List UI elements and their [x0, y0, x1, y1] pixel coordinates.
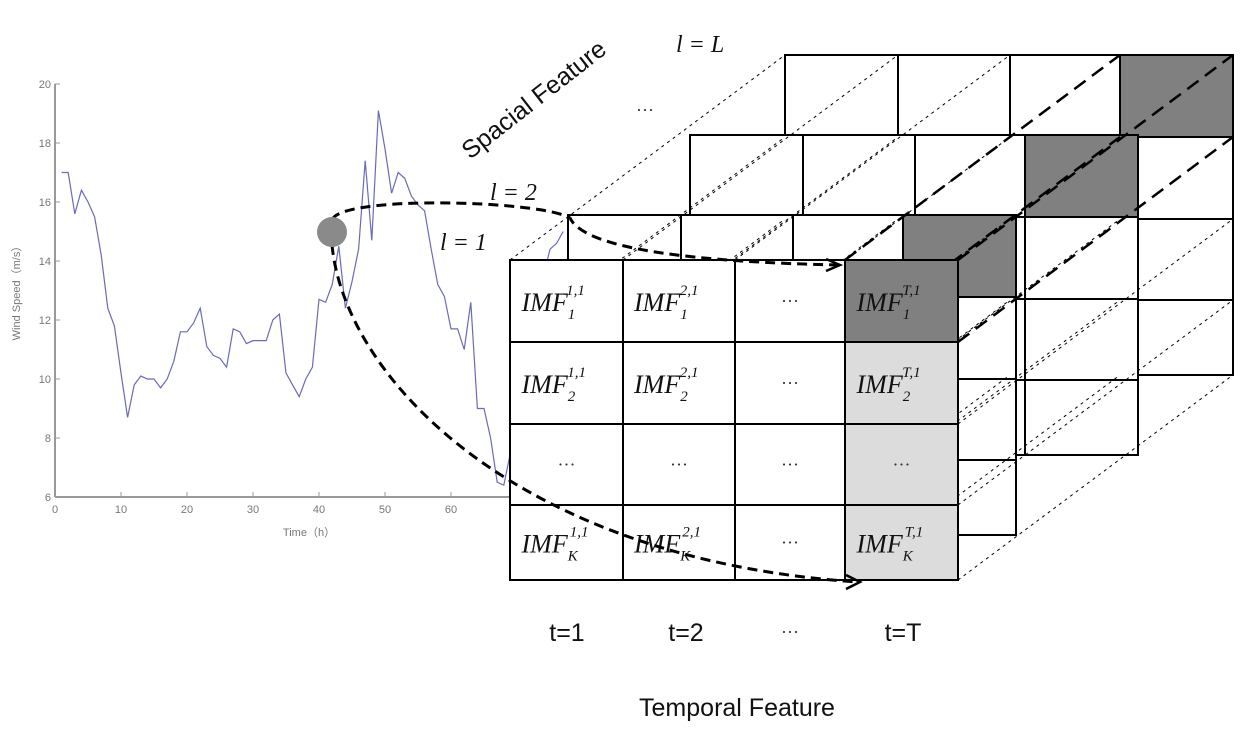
- cell-ellipsis: ···: [781, 291, 799, 311]
- imf-cell-label: IMFK2,1: [633, 525, 701, 565]
- grid-cell: [844, 341, 959, 425]
- x-tick-label: 60: [445, 504, 457, 516]
- grid-cell: [734, 341, 846, 425]
- arrow-to-top-cell: [330, 201, 839, 267]
- depth-guide-line: [844, 53, 1121, 262]
- y-tick-label: 14: [39, 256, 51, 268]
- imf-cell-label: IMF11,1: [521, 283, 585, 323]
- y-tick-label: 8: [45, 433, 51, 445]
- depth-guide-line: [734, 54, 1011, 261]
- feature-cube: IMF11,1 IMF12,1 ··· IMF1T,1 IMF21,1 IMF22,1 ··…: [509, 53, 1234, 581]
- y-tick-label: 16: [39, 197, 51, 209]
- time-label-T: t=T: [885, 619, 922, 647]
- layer-label-1: l = 1: [440, 230, 487, 256]
- imf-cell-label: IMFKT,1: [856, 525, 924, 565]
- time-label-2: t=2: [668, 619, 703, 647]
- grid-cell: [622, 423, 736, 506]
- grid-cell: [509, 341, 624, 425]
- cell-ellipsis: ···: [893, 455, 911, 475]
- grid-cell: [734, 504, 846, 581]
- cell-ellipsis: ···: [670, 455, 688, 475]
- imf-cell-label: IMF12,1: [633, 283, 698, 323]
- depth-guide-line: [957, 374, 1234, 581]
- layer-label-L: l = L: [676, 32, 724, 58]
- time-label-1: t=1: [549, 619, 584, 647]
- x-tick-label: 20: [181, 504, 193, 516]
- x-tick-label: 0: [52, 504, 58, 516]
- depth-guide-line: [509, 54, 786, 261]
- cell-ellipsis: ···: [558, 455, 576, 475]
- time-label-ellipsis: ···: [781, 622, 799, 642]
- layer-1: IMF11,1 IMF12,1 ··· IMF1T,1 IMF21,1 IMF22,1 ··…: [509, 259, 959, 581]
- grid-cell: [844, 423, 959, 506]
- x-tick-label: 50: [379, 504, 391, 516]
- y-tick-label: 18: [39, 138, 51, 150]
- arrowhead: [845, 573, 863, 591]
- wind-speed-chart: 0102030405060708068101214161820Time（h）Wi…: [10, 79, 589, 539]
- grid-cell: [1024, 216, 1139, 300]
- depth-guide-line: [957, 218, 1234, 425]
- y-tick-label: 20: [39, 79, 51, 91]
- layer-label-2: l = 2: [490, 180, 537, 206]
- grid-cell: [622, 259, 736, 343]
- grid-cell: [784, 54, 899, 138]
- grid-cell: [802, 134, 916, 218]
- mapping-arrows: [317, 201, 863, 591]
- selected-point-marker: [317, 217, 347, 247]
- layer-ellipsis: ···: [636, 100, 654, 120]
- spatial-feature-label: Spacial Feature: [456, 35, 611, 165]
- x-tick-label: 10: [115, 504, 127, 516]
- grid-cell: [1024, 134, 1139, 218]
- depth-guide-line: [622, 54, 899, 261]
- wind-speed-series: [61, 110, 564, 487]
- cell-ellipsis: ···: [781, 455, 799, 475]
- imf-cell-label: IMF21,1: [521, 365, 586, 405]
- cell-ellipsis: ···: [781, 533, 799, 553]
- grid-cell: [734, 259, 846, 343]
- arrow-to-bottom-cell: [330, 244, 859, 584]
- arrowhead: [825, 257, 844, 273]
- imf-cell-label: IMF1T,1: [856, 283, 921, 323]
- grid-cell: [509, 504, 624, 581]
- x-tick-label: 30: [247, 504, 259, 516]
- grid-cell: [844, 504, 959, 581]
- imf-cell-label: IMF22,1: [633, 365, 698, 405]
- grid-cell: [734, 423, 846, 506]
- grid-cell: [689, 134, 804, 218]
- y-tick-label: 10: [39, 374, 51, 386]
- x-tick-label: 40: [313, 504, 325, 516]
- depth-guide-line: [957, 53, 1234, 262]
- y-axis-label: Wind Speed（m/s）: [10, 241, 23, 341]
- cell-ellipsis: ···: [781, 373, 799, 393]
- depth-guide-line: [957, 299, 1234, 506]
- y-tick-label: 12: [39, 315, 51, 327]
- y-tick-label: 6: [45, 492, 51, 504]
- x-axis-label: Time（h）: [283, 526, 335, 539]
- depth-guide-line: [957, 135, 1234, 344]
- temporal-feature-label: Temporal Feature: [639, 694, 835, 722]
- imf-cell-label: IMFK1,1: [521, 525, 589, 565]
- grid-cell: [914, 134, 1026, 218]
- grid-cell: [1024, 379, 1139, 456]
- grid-cell: [1024, 298, 1139, 381]
- imf-cell-label: IMF2T,1: [856, 365, 921, 405]
